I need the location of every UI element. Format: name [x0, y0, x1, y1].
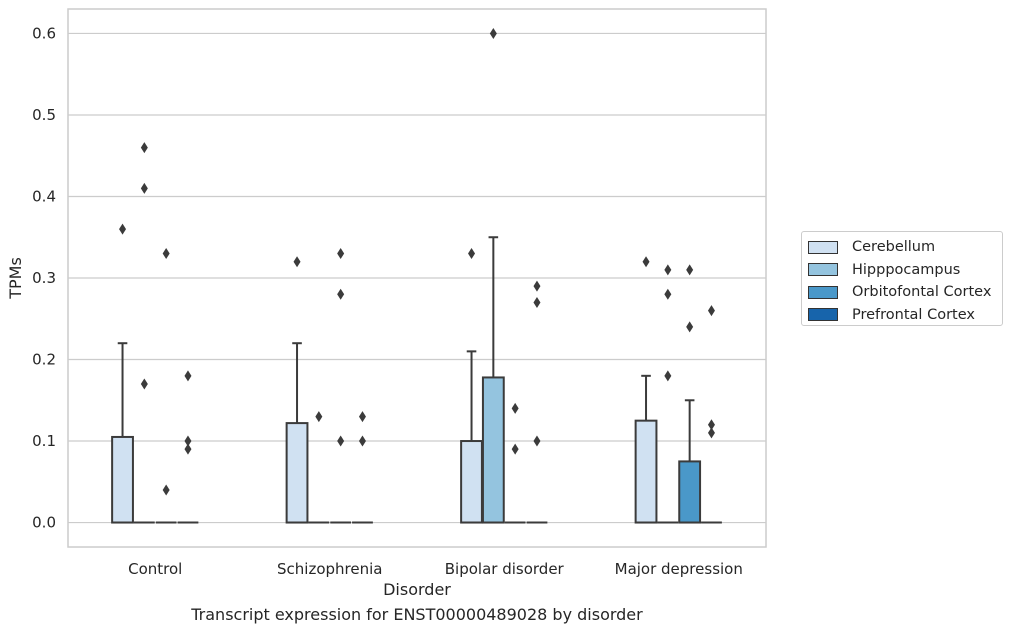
y-tick-label: 0.2	[32, 351, 56, 369]
x-tick-label: Control	[128, 560, 182, 578]
y-tick-label: 0.5	[32, 106, 56, 124]
outlier-point	[315, 411, 323, 423]
box	[111, 435, 134, 524]
outlier-point	[707, 419, 715, 431]
box	[285, 422, 309, 524]
legend-item: Orbitofontal Cortex	[808, 281, 996, 304]
outlier-point	[162, 248, 170, 260]
y-tick-label: 0.6	[32, 24, 56, 42]
chart-caption: Transcript expression for ENST0000048902…	[191, 605, 643, 624]
x-tick-label: Schizophrenia	[277, 560, 382, 578]
outlier-point	[686, 321, 694, 333]
legend-label: Orbitofontal Cortex	[852, 284, 992, 301]
outlier-point	[489, 27, 497, 39]
chart-legend: Cerebellum Hipppocampus Orbitofontal Corte…	[801, 231, 1003, 326]
plot-frame	[67, 8, 767, 548]
outlier-point	[184, 435, 192, 447]
outlier-point	[664, 370, 672, 382]
outlier-point	[511, 402, 519, 414]
legend-item: Hipppocampus	[808, 259, 996, 282]
outlier-point	[511, 443, 519, 455]
box	[678, 460, 702, 524]
outlier-point	[293, 256, 301, 268]
y-tick-label: 0.0	[32, 514, 56, 532]
x-axis-title: Disorder	[383, 580, 451, 599]
box	[460, 440, 483, 524]
y-axis-title: TPMs	[6, 257, 25, 300]
outlier-point	[162, 484, 170, 496]
outlier-point	[707, 305, 715, 317]
outlier-point	[533, 280, 541, 292]
x-tick-label: Bipolar disorder	[445, 560, 565, 578]
outlier-point	[664, 288, 672, 300]
legend-swatch	[808, 308, 838, 322]
outlier-point	[119, 223, 127, 235]
legend-label: Hipppocampus	[852, 261, 961, 278]
outlier-point	[358, 411, 366, 423]
outlier-point	[337, 288, 345, 300]
outlier-point	[664, 264, 672, 276]
legend-swatch	[808, 240, 838, 254]
outlier-point	[533, 435, 541, 447]
x-tick-label: Major depression	[615, 560, 743, 578]
outlier-point	[642, 256, 650, 268]
outlier-point	[358, 435, 366, 447]
y-tick-label: 0.3	[32, 269, 56, 287]
outlier-point	[533, 296, 541, 308]
y-tick-label: 0.4	[32, 187, 56, 205]
outlier-point	[468, 248, 476, 260]
legend-label: Prefrontal Cortex	[852, 306, 975, 323]
y-tick-label: 0.1	[32, 432, 56, 450]
legend-item: Cerebellum	[808, 236, 996, 259]
box	[634, 419, 658, 524]
outlier-point	[140, 378, 148, 390]
legend-swatch	[808, 263, 838, 277]
outlier-point	[337, 435, 345, 447]
box	[481, 376, 505, 524]
outlier-point	[337, 248, 345, 260]
outlier-point	[140, 182, 148, 194]
outlier-point	[184, 443, 192, 455]
legend-label: Cerebellum	[852, 239, 936, 256]
legend-swatch	[808, 285, 838, 299]
outlier-point	[140, 142, 148, 154]
outlier-point	[184, 370, 192, 382]
outlier-point	[707, 427, 715, 439]
outlier-point	[686, 264, 694, 276]
legend-item: Prefrontal Cortex	[808, 304, 996, 327]
